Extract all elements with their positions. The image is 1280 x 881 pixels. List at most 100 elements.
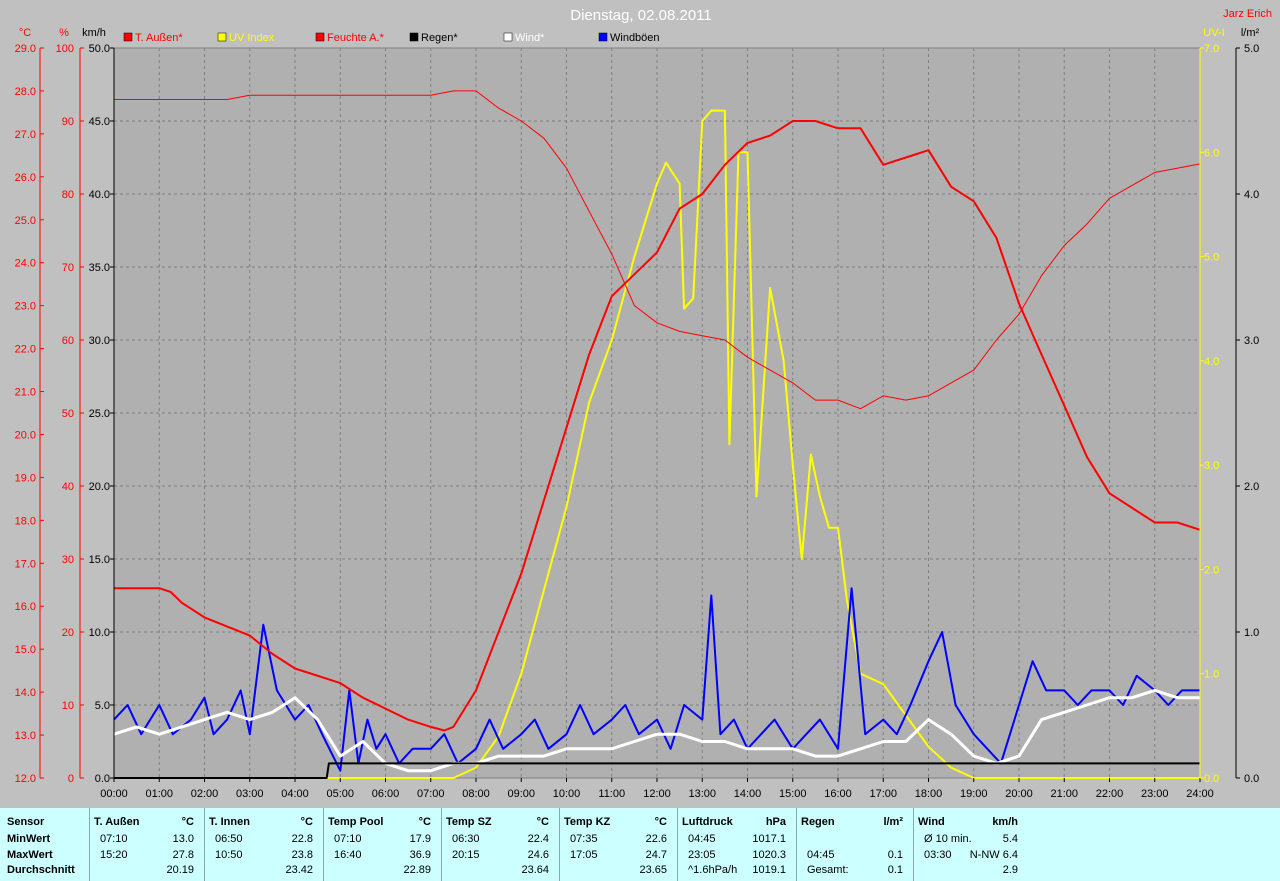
humidity-axis-tick-label: 80 (62, 189, 74, 201)
stats-row-label: Sensor (7, 816, 45, 828)
temp-axis-tick-label: 20.0 (15, 429, 36, 441)
temp-axis-tick-label: 27.0 (15, 129, 36, 141)
humidity-axis-tick-label: 70 (62, 262, 74, 274)
stats-cell-value: 23.64 (521, 864, 549, 876)
stats-cell-value: 1017.1 (752, 833, 786, 845)
stats-cell-value: 1019.1 (752, 864, 786, 876)
humidity-axis-tick-label: 60 (62, 335, 74, 347)
uv-axis-tick-label: 6.0 (1204, 147, 1219, 159)
uv-axis-tick-label: 0.0 (1204, 773, 1219, 785)
x-tick-label: 19:00 (960, 788, 988, 800)
x-tick-label: 01:00 (145, 788, 173, 800)
stats-cell-value: 1020.3 (752, 849, 786, 861)
series-line-temp-outside (114, 90, 1201, 410)
stats-cell-value: 22.8 (291, 833, 313, 845)
stats-cell-value: 24.6 (527, 849, 549, 861)
stats-column-unit: l/m² (883, 816, 903, 828)
temp-axis-unit: °C (19, 27, 31, 39)
stats-cell-time: 10:50 (215, 849, 243, 861)
temp-axis-tick-label: 19.0 (15, 472, 36, 484)
uv-axis-tick-label: 2.0 (1204, 564, 1219, 576)
stats-column-header: Temp SZ (446, 816, 492, 828)
stats-cell-value: 0.1 (887, 849, 903, 861)
x-tick-label: 11:00 (598, 788, 625, 800)
uv-axis-tick-label: 7.0 (1204, 43, 1219, 55)
stats-column-header: Wind (918, 816, 945, 828)
chart-title: Dienstag, 02.08.2011 (570, 7, 712, 24)
stats-cell-time: 04:45 (688, 833, 716, 845)
stats-cell-time: 07:35 (570, 833, 598, 845)
humidity-axis-unit: % (59, 27, 69, 39)
chart-svg: 00:00 01:00 02:00 03:00 04:00 05:00 06:00 07:00… (14, 7, 1272, 800)
stats-column-separator (559, 808, 560, 881)
series-line-humidity (114, 120, 1201, 732)
stats-column-header: Temp Pool (328, 816, 384, 828)
rain-axis-tick-label: 0.0 (1244, 773, 1259, 785)
rain-axis-tick-label: 2.0 (1244, 481, 1259, 493)
wind-axis-tick-label: 15.0 (89, 554, 110, 566)
humidity-axis-tick-label: 30 (62, 554, 74, 566)
x-tick-label: 09:00 (507, 788, 535, 800)
x-tick-label: 03:00 (236, 788, 264, 800)
wind-axis-tick-label: 45.0 (89, 116, 110, 128)
series-line-wind (113, 688, 1200, 773)
stats-cell-time: 06:30 (452, 833, 480, 845)
wind-axis-tick-label: 25.0 (89, 408, 110, 420)
x-tick-label: 21:00 (1050, 788, 1078, 800)
stats-cell-time: 07:10 (100, 833, 128, 845)
stats-cell-value: 23.8 (291, 849, 313, 861)
x-tick-label: 14:00 (734, 788, 762, 800)
humidity-axis-tick-label: 0 (68, 773, 74, 785)
stats-cell-value: 5.4 (1002, 833, 1018, 845)
legend-label: Feuchte A.* (327, 32, 385, 44)
wind-axis-tick-label: 40.0 (89, 189, 110, 201)
grid (114, 48, 1200, 778)
rain-axis-tick-label: 4.0 (1244, 189, 1259, 201)
x-tick-label: 02:00 (191, 788, 219, 800)
legend-swatch (123, 32, 133, 42)
x-tick-label: 20:00 (1005, 788, 1033, 800)
uv-axis-tick-label: 5.0 (1204, 252, 1219, 264)
rain-axis-tick-label: 5.0 (1244, 43, 1259, 55)
legend-swatch (503, 32, 513, 42)
stats-column-header: T. Innen (209, 816, 250, 828)
humidity-axis-tick-label: 10 (62, 700, 74, 712)
temp-axis-tick-label: 21.0 (15, 387, 36, 399)
rain-axis-tick-label: 3.0 (1244, 335, 1259, 347)
series-layer (113, 90, 1201, 779)
stats-cell-value: 22.89 (403, 864, 431, 876)
wind-axis-tick-label: 0.0 (95, 773, 110, 785)
stats-cell-value: 27.8 (172, 849, 194, 861)
uv-axis-unit: UV-I (1203, 27, 1224, 39)
stats-column-separator (89, 808, 90, 881)
legend-label: UV Index (229, 32, 275, 44)
stats-column-separator (796, 808, 797, 881)
stats-cell-value: 13.0 (172, 833, 194, 845)
legend-label: Regen* (421, 32, 458, 44)
uv-axis-tick-label: 4.0 (1204, 356, 1219, 368)
humidity-axis-tick-label: 100 (56, 43, 74, 55)
legend-swatch (409, 32, 419, 42)
stats-column-unit: °C (536, 816, 549, 828)
temp-axis-tick-label: 18.0 (15, 515, 36, 527)
wind-axis-tick-label: 20.0 (89, 481, 110, 493)
stats-cell-time: 23:05 (688, 849, 716, 861)
stats-row-label: Durchschnitt (7, 864, 75, 876)
wind-axis-tick-label: 50.0 (89, 43, 110, 55)
stats-column-unit: °C (418, 816, 431, 828)
stats-column-header: Temp KZ (564, 816, 611, 828)
humidity-axis-tick-label: 40 (62, 481, 74, 493)
stats-cell-value: 0.1 (887, 864, 903, 876)
stats-column-unit: °C (300, 816, 313, 828)
stats-cell-value: 24.7 (645, 849, 667, 861)
temp-axis-tick-label: 15.0 (15, 644, 36, 656)
stats-column-separator (677, 808, 678, 881)
wind-axis-tick-label: 10.0 (89, 627, 110, 639)
x-tick-label: 16:00 (824, 788, 852, 800)
stats-column-header: Luftdruck (682, 816, 733, 828)
stats-column-header: Regen (801, 816, 835, 828)
stats-cell-time: 16:40 (334, 849, 362, 861)
legend-label: T. Außen* (135, 32, 183, 44)
stats-cell-time: Ø 10 min. (924, 833, 972, 845)
temp-axis-tick-label: 29.0 (15, 43, 36, 55)
